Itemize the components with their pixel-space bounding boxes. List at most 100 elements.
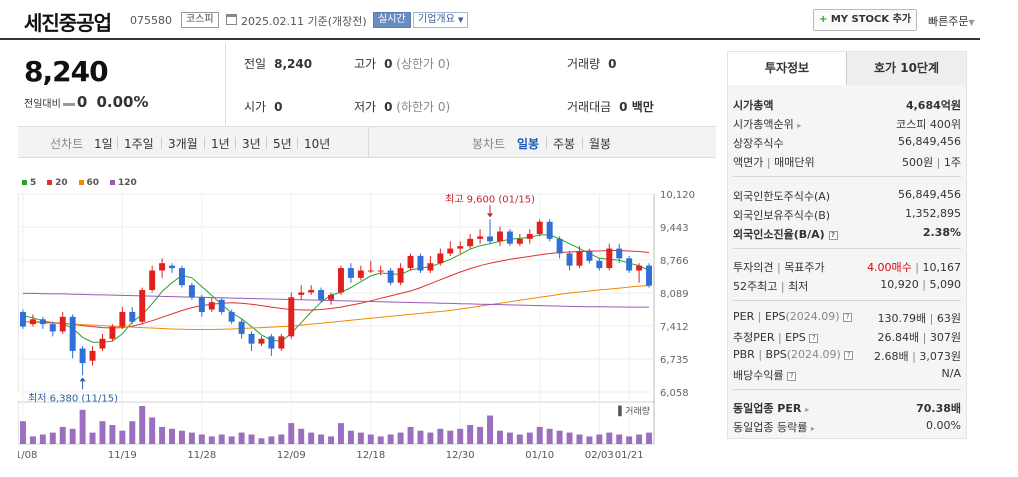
volume-bar — [268, 436, 275, 444]
tab-group-divider — [368, 127, 369, 157]
candle-body — [119, 311, 126, 327]
help-icon[interactable]: ? — [844, 350, 854, 360]
price-change: 전일대비 0 0.00% — [24, 93, 148, 111]
stock-chart[interactable]: 5 20 60 120 10,120 9,443 8,766 8,089 7,412 6,… — [18, 170, 716, 470]
tab-10y[interactable]: 10년 — [304, 137, 331, 151]
w52-high-value: 10,920 — [880, 278, 919, 291]
help-icon[interactable]: ? — [843, 312, 853, 322]
w52-value: 10,920 | 5,090 — [880, 278, 961, 291]
candle-body — [218, 299, 225, 312]
ma20-line — [23, 250, 650, 329]
par-value-text: 500원 — [902, 156, 934, 169]
sector-per-value: 70.38배 — [916, 402, 961, 415]
pipe-separator: | — [908, 350, 920, 363]
foreign-ratio-label-text: 외국인소진율(B/A) — [733, 228, 825, 241]
tab-hoga-10[interactable]: 호가 10단계 — [847, 52, 966, 85]
est-eps-label-text: EPS — [785, 331, 806, 344]
eps-label-text: EPS — [764, 310, 786, 323]
volume-bar — [357, 432, 364, 444]
flat-icon — [62, 102, 75, 106]
tab-invest-info[interactable]: 투자정보 — [728, 52, 847, 85]
help-icon[interactable]: ? — [809, 333, 819, 343]
volume-bar — [288, 423, 295, 444]
pipe-separator: | — [933, 156, 944, 169]
sector-rate-label[interactable]: 동일업종 등락률 ▸ — [733, 419, 815, 435]
div-label-text: 배당수익률 — [733, 369, 784, 382]
volume-bar — [576, 434, 583, 444]
date-base: 2025.02.11 기준(개장전) — [241, 15, 367, 28]
period-label: (2024.09) — [786, 348, 841, 361]
volume-bar — [457, 428, 464, 444]
volume-bar — [198, 434, 205, 444]
tab-separator — [582, 137, 583, 149]
mystock-add-button[interactable]: + MY STOCK 추가 — [813, 9, 917, 31]
low-annotation: 최저 6,380 (11/15) — [28, 392, 118, 404]
help-icon[interactable]: ? — [787, 371, 797, 381]
tab-monthly[interactable]: 월봉 — [589, 137, 612, 151]
volume-bar — [188, 432, 195, 444]
candle-body — [506, 231, 513, 244]
legend-swatch — [109, 180, 115, 185]
sector-per-label[interactable]: 동일업종 PER ▸ — [733, 400, 809, 416]
volume-bar — [19, 421, 26, 444]
candle-body — [576, 251, 583, 266]
stat-prev-label: 전일 — [244, 57, 267, 71]
stat-amount-value: 0 백만 — [619, 100, 654, 114]
realtime-button[interactable]: 실시간 — [373, 12, 411, 28]
tab-3m[interactable]: 3개월 — [168, 137, 198, 151]
legend-ma5: 5 — [22, 178, 36, 188]
volume-bar — [129, 421, 136, 444]
pipe-separator: | — [911, 261, 923, 274]
sector-rate-label-text: 동일업종 등락률 — [733, 421, 808, 434]
tab-1d[interactable]: 1일 — [94, 137, 113, 151]
volume-bar — [248, 434, 255, 444]
x-tick-label: 01/21 — [615, 450, 644, 461]
tab-separator — [266, 137, 267, 149]
x-tick-label: 12/18 — [356, 450, 385, 461]
tab-1y[interactable]: 1년 — [211, 137, 230, 151]
pipe-separator: | — [777, 280, 789, 293]
volume-bar — [546, 428, 553, 444]
tab-5y[interactable]: 5년 — [273, 137, 292, 151]
quick-order-button[interactable]: 빠른주문▼ — [928, 13, 975, 29]
target-value-text: 10,167 — [922, 261, 962, 274]
current-price: 8,240 — [24, 55, 109, 88]
rank-label[interactable]: 시가총액순위 ▸ — [733, 116, 801, 132]
candle-body — [427, 263, 434, 271]
target-label-text: 목표주가 — [784, 261, 825, 274]
candle-body — [526, 233, 533, 239]
stat-prev-value: 8,240 — [274, 57, 313, 71]
x-tick-label: 12/09 — [277, 450, 306, 461]
candle-body — [328, 294, 335, 300]
x-tick-label: 11/28 — [187, 450, 216, 461]
candle-body — [159, 263, 166, 271]
volume-bar — [427, 432, 434, 444]
tab-daily[interactable]: 일봉 — [517, 137, 540, 151]
stock-header: 세진중공업 075580 코스피 2025.02.11 기준(개장전) 실시간 … — [0, 0, 980, 40]
volume-bar — [556, 430, 563, 444]
legend-ma60-label: 60 — [86, 178, 100, 188]
foreign-hold-label: 외국인보유주식수(B) — [733, 209, 831, 222]
candle-body — [407, 255, 414, 269]
tab-weekly[interactable]: 주봉 — [553, 137, 576, 151]
candle-body — [546, 221, 553, 239]
stat-open: 시가 0 — [244, 98, 282, 115]
tab-1w[interactable]: 1주일 — [124, 137, 154, 151]
ma60-line — [22, 285, 650, 330]
volume-bar — [79, 409, 86, 444]
candle-body — [49, 324, 56, 332]
candle-body — [258, 338, 265, 344]
volume-bar — [487, 415, 494, 444]
tab-3y[interactable]: 3년 — [242, 137, 261, 151]
legend-swatch — [47, 180, 53, 185]
candle-body — [308, 290, 315, 293]
help-icon[interactable]: ? — [828, 230, 838, 240]
volume-bar — [596, 434, 603, 444]
legend-ma20: 20 — [47, 178, 68, 188]
x-tick-label: 12/30 — [446, 450, 475, 461]
volume-bar — [178, 430, 185, 444]
company-info-dropdown[interactable]: 기업개요 ▼ — [413, 12, 469, 28]
candle-body — [496, 231, 503, 242]
volume-bar — [119, 430, 126, 444]
w52-high-label-text: 52주최고 — [733, 280, 778, 293]
